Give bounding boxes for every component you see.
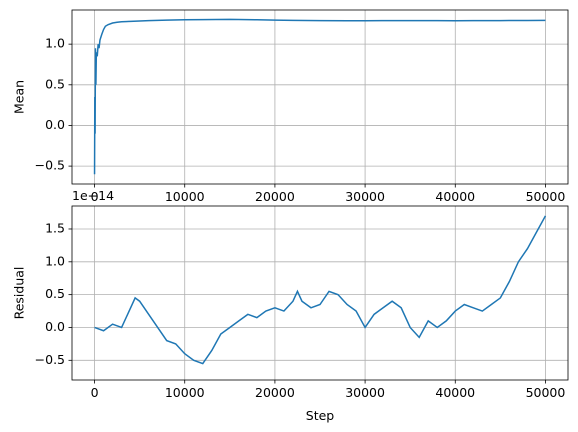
bottom-y-tick-label: 1.5 [45,220,65,235]
top-plot-area [72,10,568,184]
top-x-tick-label: 20000 [255,189,295,204]
bottom-x-tick-label: 40000 [435,385,475,400]
top-axes-frame [71,9,569,185]
top-axes: 0 10000 20000 30000 40000 50000 −0.5 0.0 0.5 1.0… [12,9,569,204]
bottom-x-tick-label: 20000 [255,385,295,400]
bottom-axes: 0 10000 20000 30000 40000 50000 −0.5 0.0 0.5 1.0… [12,188,569,423]
top-x-tick-label: 50000 [526,189,566,204]
top-x-tick-label: 0 [91,189,99,204]
bottom-axes-frame [71,205,569,381]
bottom-y-tick-label: 0.0 [45,319,65,334]
top-x-ticks: 0 10000 20000 30000 40000 50000 [91,184,566,204]
bottom-residual-line [94,215,547,365]
top-y-tick-label: 0.5 [45,76,65,91]
bottom-y-axis-label: Residual [12,267,27,320]
bottom-y-tick-label: 0.5 [45,286,65,301]
top-y-tick-label: 1.0 [45,36,65,51]
bottom-plot-area [72,206,568,380]
bottom-y-tick-label: −0.5 [35,352,65,367]
bottom-x-tick-label: 10000 [165,385,205,400]
bottom-x-ticks: 0 10000 20000 30000 40000 50000 [91,380,566,400]
bottom-x-tick-label: 30000 [345,385,385,400]
bottom-y-tick-label: 1.0 [45,253,65,268]
top-x-tick-label: 40000 [435,189,475,204]
top-x-tick-label: 30000 [345,189,385,204]
top-mean-line [93,18,546,175]
top-y-tick-label: 0.0 [45,117,65,132]
bottom-x-tick-label: 50000 [526,385,566,400]
top-y-axis-label: Mean [12,80,27,114]
bottom-grid [72,206,568,380]
top-y-tick-label: −0.5 [35,158,65,173]
top-grid [72,10,568,184]
bottom-y-ticks: −0.5 0.0 0.5 1.0 1.5 [35,220,72,367]
bottom-x-axis-label: Step [306,408,335,423]
bottom-offset-label: 1e−14 [72,188,114,203]
top-y-ticks: −0.5 0.0 0.5 1.0 [35,36,72,173]
bottom-x-tick-label: 0 [91,385,99,400]
top-x-tick-label: 10000 [165,189,205,204]
